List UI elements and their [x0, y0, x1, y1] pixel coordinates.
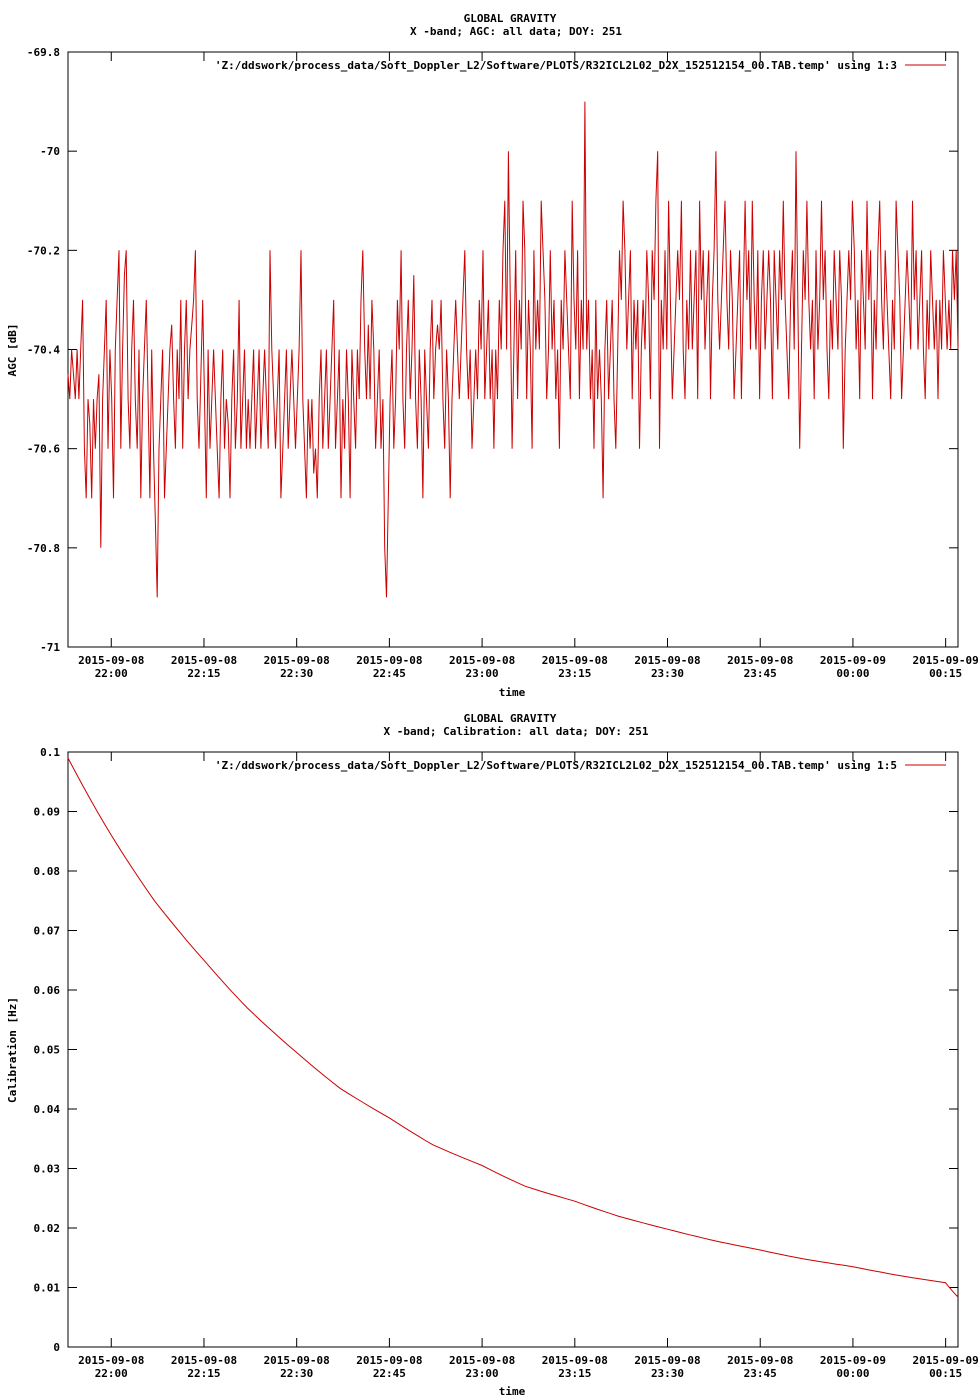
- y-axis-label: Calibration [Hz]: [6, 997, 19, 1103]
- plot-area: -69.8 -70 -70.2 -70.4 -70.6 -70.8 -71 2015-09-0…: [27, 46, 979, 680]
- y-tick-label: 0.02: [34, 1222, 61, 1235]
- x-tick-date: 2015-09-08: [449, 1354, 515, 1367]
- chart-subtitle: X -band; AGC: all data; DOY: 251: [410, 25, 622, 38]
- legend-label: 'Z:/ddswork/process_data/Soft_Doppler_L2…: [215, 59, 897, 72]
- x-tick-date: 2015-09-08: [634, 654, 700, 667]
- y-tick-label: 0.06: [34, 984, 61, 997]
- x-tick-date: 2015-09-08: [356, 654, 422, 667]
- chart-title: GLOBAL GRAVITY: [464, 12, 557, 25]
- y-tick-label: 0: [53, 1341, 60, 1354]
- x-tick-date: 2015-09-08: [264, 654, 330, 667]
- x-tick-date: 2015-09-08: [171, 654, 237, 667]
- x-tick-time: 22:15: [187, 1367, 220, 1380]
- x-tick-time: 22:30: [280, 1367, 313, 1380]
- y-tick-label: 0.03: [34, 1163, 61, 1176]
- x-tick-time: 22:45: [373, 667, 406, 680]
- x-tick-time: 23:15: [558, 667, 591, 680]
- x-tick-time: 22:00: [95, 667, 128, 680]
- x-tick-date: 2015-09-08: [727, 654, 793, 667]
- y-tick-label: 0.05: [34, 1044, 61, 1057]
- x-tick-time: 22:15: [187, 667, 220, 680]
- series-line: [67, 757, 959, 1298]
- x-tick-date: 2015-09-08: [264, 1354, 330, 1367]
- y-tick-label: -70.6: [27, 443, 60, 456]
- y-tick-label: -70.2: [27, 244, 60, 257]
- plot-area: 0.1 0.09 0.08 0.07 0.06 0.05 0.04 0.03 0.02 0.01 0…: [34, 746, 979, 1380]
- y-tick-label: -70: [40, 145, 60, 158]
- y-tick-label: -69.8: [27, 46, 60, 59]
- x-tick-date: 2015-09-09: [820, 654, 886, 667]
- x-tick-time: 00:15: [929, 667, 962, 680]
- x-axis-label: time: [499, 1385, 526, 1398]
- y-axis-label: AGC [dB]: [6, 324, 19, 377]
- x-tick-date: 2015-09-09: [913, 1354, 979, 1367]
- x-tick-time: 00:00: [836, 667, 869, 680]
- x-tick-time: 23:45: [744, 1367, 777, 1380]
- x-tick-date: 2015-09-08: [356, 1354, 422, 1367]
- x-tick-date: 2015-09-08: [542, 654, 608, 667]
- y-tick-label: 0.01: [34, 1282, 61, 1295]
- x-tick-time: 23:15: [558, 1367, 591, 1380]
- x-tick-time: 22:30: [280, 667, 313, 680]
- x-tick-time: 00:00: [836, 1367, 869, 1380]
- x-tick-date: 2015-09-09: [913, 654, 979, 667]
- x-tick-date: 2015-09-08: [449, 654, 515, 667]
- y-tick-label: -70.4: [27, 344, 60, 357]
- x-tick-date: 2015-09-08: [171, 1354, 237, 1367]
- x-tick-date: 2015-09-08: [78, 1354, 144, 1367]
- x-tick-time: 23:30: [651, 667, 684, 680]
- x-tick-time: 00:15: [929, 1367, 962, 1380]
- x-tick-time: 23:00: [466, 1367, 499, 1380]
- y-tick-label: 0.09: [34, 806, 61, 819]
- chart-subtitle: X -band; Calibration: all data; DOY: 251: [384, 725, 649, 738]
- x-tick-date: 2015-09-08: [542, 1354, 608, 1367]
- x-tick-time: 23:45: [744, 667, 777, 680]
- y-tick-label: -70.8: [27, 542, 60, 555]
- y-tick-label: 0.04: [34, 1103, 61, 1116]
- x-tick-date: 2015-09-08: [634, 1354, 700, 1367]
- series-line: [67, 101, 959, 598]
- x-tick-time: 22:45: [373, 1367, 406, 1380]
- y-tick-label: -71: [40, 641, 60, 654]
- x-tick-time: 22:00: [95, 1367, 128, 1380]
- agc-chart: GLOBAL GRAVITY X -band; AGC: all data; D…: [6, 12, 979, 699]
- y-tick-label: 0.07: [34, 925, 61, 938]
- x-tick-time: 23:30: [651, 1367, 684, 1380]
- legend-label: 'Z:/ddswork/process_data/Soft_Doppler_L2…: [215, 759, 897, 772]
- chart-title: GLOBAL GRAVITY: [464, 712, 557, 725]
- calibration-chart: GLOBAL GRAVITY X -band; Calibration: all…: [6, 712, 979, 1398]
- x-tick-date: 2015-09-08: [78, 654, 144, 667]
- x-tick-time: 23:00: [466, 667, 499, 680]
- x-axis-label: time: [499, 686, 526, 699]
- y-tick-label: 0.1: [40, 746, 60, 759]
- x-tick-date: 2015-09-08: [727, 1354, 793, 1367]
- y-tick-label: 0.08: [34, 865, 61, 878]
- plot-frame: [67, 751, 959, 1348]
- x-tick-date: 2015-09-09: [820, 1354, 886, 1367]
